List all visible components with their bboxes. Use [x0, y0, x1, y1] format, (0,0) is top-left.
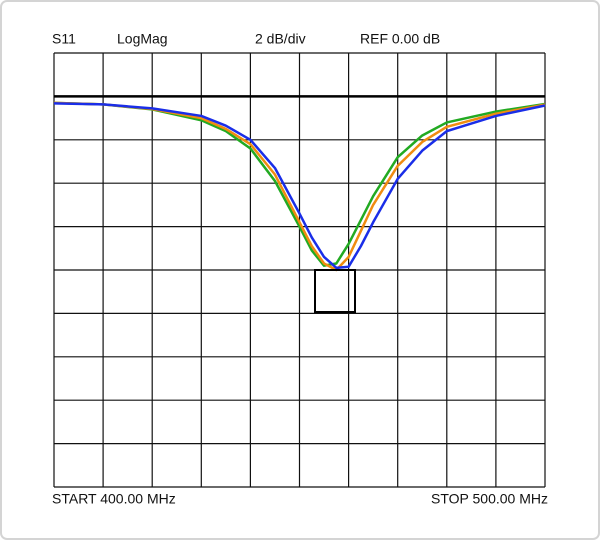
marker-box	[314, 269, 356, 313]
trace-label: S11	[52, 31, 76, 47]
scale-label: 2 dB/div	[255, 31, 306, 47]
trace-line	[53, 101, 546, 272]
stop-label: STOP 500.00 MHz	[431, 491, 548, 507]
trace-line	[53, 102, 546, 270]
plot	[53, 52, 546, 488]
start-label: START 400.00 MHz	[52, 491, 176, 507]
ref-label: REF 0.00 dB	[360, 31, 440, 47]
format-label: LogMag	[117, 31, 168, 47]
trace-line	[53, 101, 546, 267]
